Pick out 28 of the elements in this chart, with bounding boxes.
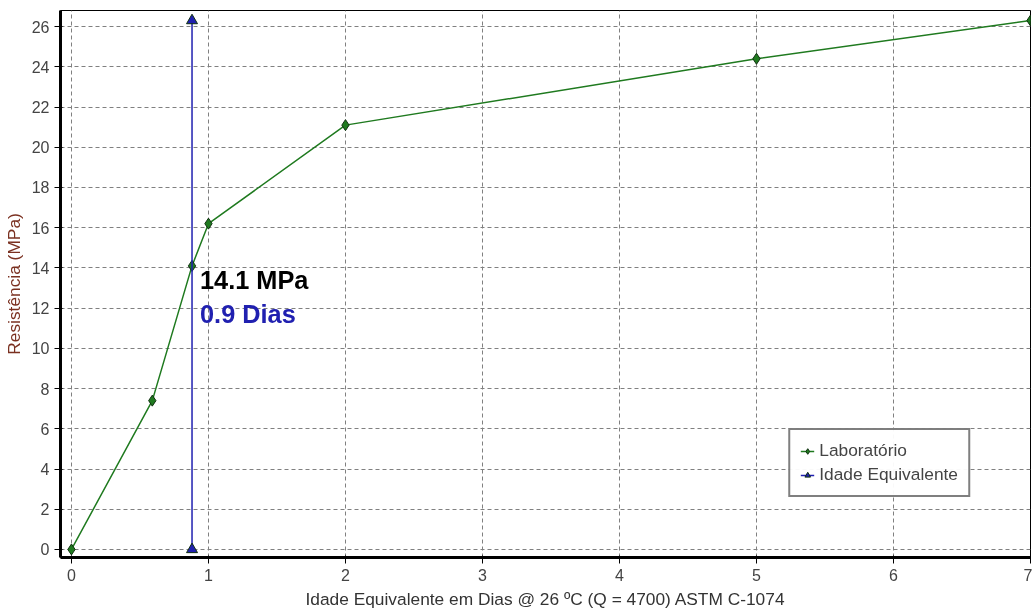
- legend-label: Idade Equivalente: [819, 464, 958, 485]
- y-tick-label: 18: [31, 179, 50, 197]
- y-tick-label: 8: [40, 380, 50, 398]
- x-tick-label: 0: [67, 566, 77, 584]
- y-tick-label: 16: [31, 219, 50, 237]
- legend-label: Laboratório: [819, 440, 907, 461]
- x-axis-title: Idade Equivalente em Dias @ 26 ºC (Q = 4700) ASTM C-1074: [305, 588, 785, 609]
- y-tick-label: 24: [31, 58, 50, 76]
- x-tick-label: 4: [615, 566, 625, 584]
- x-tick-label: 2: [341, 566, 351, 584]
- y-axis-title: Resistência (MPa): [3, 213, 24, 355]
- y-tick-label: 14: [31, 259, 50, 277]
- y-tick-label: 22: [31, 99, 50, 117]
- y-tick-label: 10: [31, 340, 50, 358]
- y-tick-label: 4: [40, 461, 50, 479]
- y-tick-label: 6: [40, 420, 50, 438]
- x-tick-label: 1: [204, 566, 214, 584]
- x-tick-label: 6: [889, 566, 899, 584]
- annotation: 14.1 MPa: [200, 265, 310, 294]
- y-tick-label: 26: [31, 18, 50, 36]
- x-tick-label: 7: [1023, 566, 1032, 584]
- annotation: 0.9 Dias: [200, 299, 296, 328]
- y-tick-label: 2: [40, 501, 50, 519]
- y-tick-label: 0: [40, 541, 50, 559]
- y-tick-label: 20: [31, 139, 50, 157]
- x-tick-label: 3: [478, 566, 488, 584]
- x-tick-label: 5: [752, 566, 762, 584]
- y-tick-label: 12: [31, 300, 50, 318]
